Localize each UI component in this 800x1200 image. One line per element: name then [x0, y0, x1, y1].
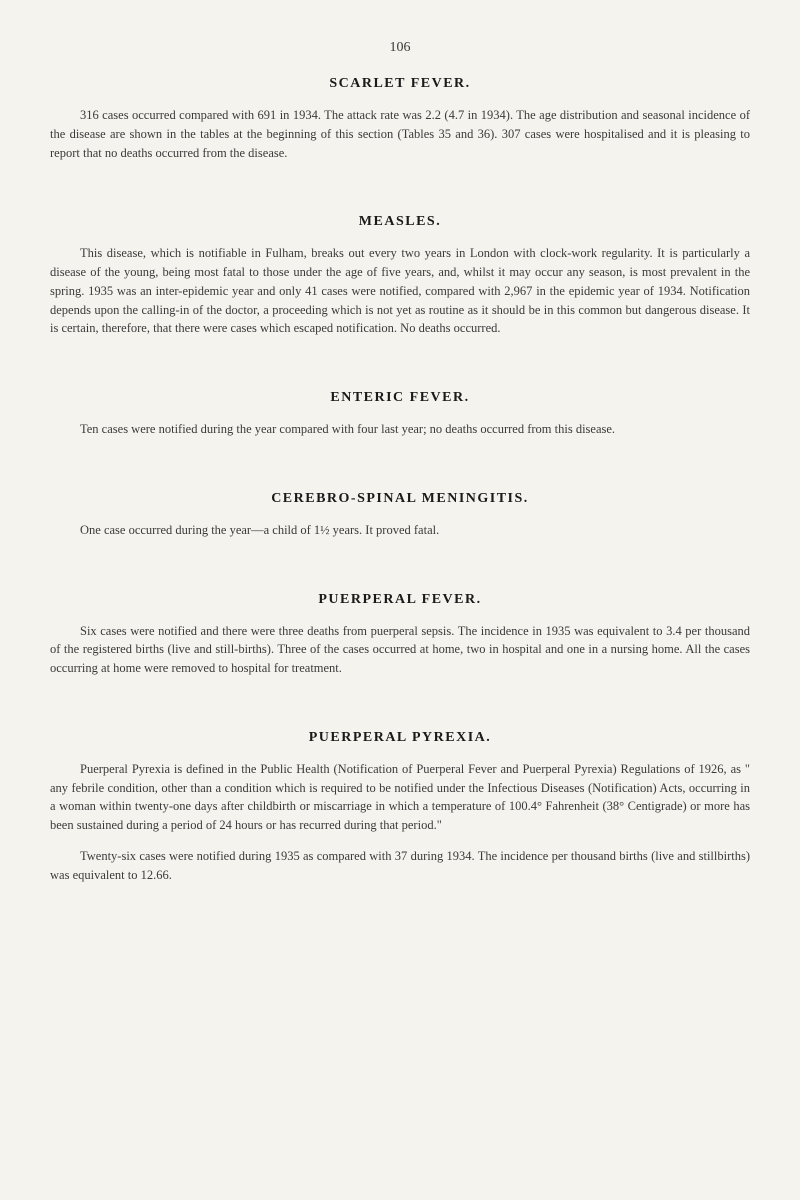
paragraph-cerebro-spinal: One case occurred during the year—a chil… [50, 521, 750, 540]
spacer [50, 350, 750, 372]
heading-measles: MEASLES. [50, 214, 750, 230]
heading-puerperal-pyrexia: PUERPERAL PYREXIA. [50, 730, 750, 746]
heading-cerebro-spinal: CEREBRO-SPINAL MENINGITIS. [50, 491, 750, 507]
paragraph-puerperal-pyrexia-2: Twenty-six cases were notified during 19… [50, 847, 750, 885]
heading-scarlet-fever: SCARLET FEVER. [50, 76, 750, 92]
spacer [50, 690, 750, 712]
paragraph-puerperal-pyrexia-1: Puerperal Pyrexia is defined in the Publ… [50, 760, 750, 835]
spacer [50, 174, 750, 196]
heading-puerperal-fever: PUERPERAL FEVER. [50, 592, 750, 608]
page-number: 106 [50, 40, 750, 56]
heading-enteric-fever: ENTERIC FEVER. [50, 390, 750, 406]
spacer [50, 552, 750, 574]
paragraph-scarlet-fever: 316 cases occurred compared with 691 in … [50, 106, 750, 162]
paragraph-puerperal-fever: Six cases were notified and there were t… [50, 622, 750, 678]
paragraph-enteric-fever: Ten cases were notified during the year … [50, 420, 750, 439]
spacer [50, 451, 750, 473]
paragraph-measles: This disease, which is notifiable in Ful… [50, 244, 750, 338]
